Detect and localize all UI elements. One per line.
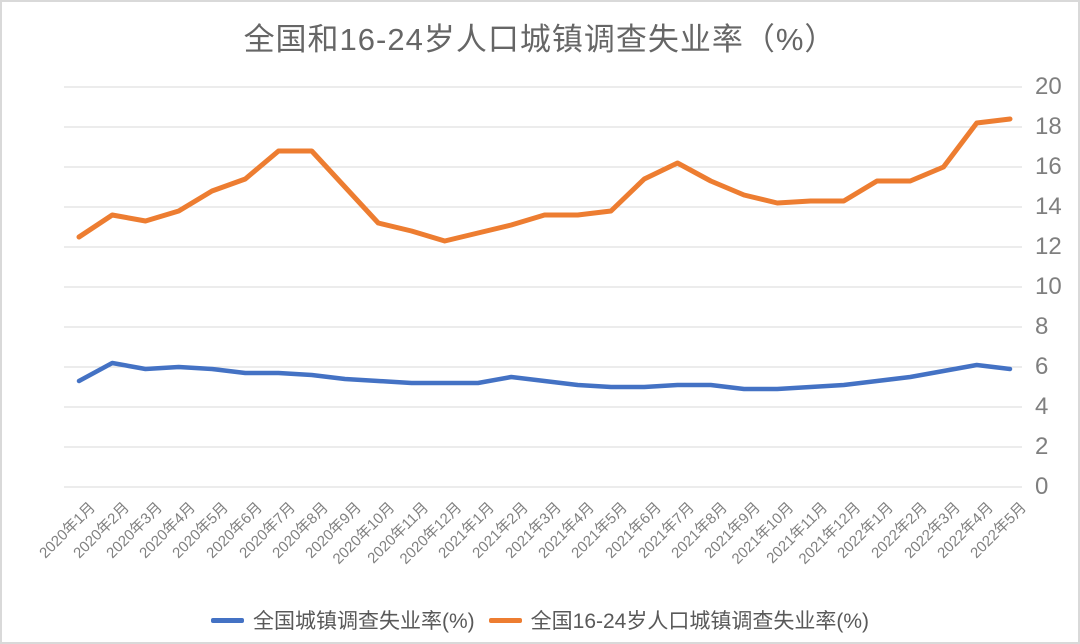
y-tick-label: 8 (1035, 313, 1049, 340)
y-tick-label: 14 (1035, 193, 1062, 220)
y-tick-label: 16 (1035, 153, 1062, 180)
y-tick-label: 6 (1035, 353, 1049, 380)
y-tick-label: 12 (1035, 233, 1062, 260)
legend: 全国城镇调查失业率(%) 全国16-24岁人口城镇调查失业率(%) (2, 600, 1078, 640)
legend-swatch-national-line (210, 617, 244, 623)
y-tick-label: 20 (1035, 73, 1062, 100)
chart-title: 全国和16-24岁人口城镇调查失业率（%） (243, 22, 837, 57)
legend-label-youth: 全国16-24岁人口城镇调查失业率(%) (530, 610, 870, 633)
y-tick-label: 18 (1035, 113, 1062, 140)
legend-item-youth: 全国16-24岁人口城镇调查失业率(%) (488, 605, 870, 635)
y-tick-label: 0 (1035, 473, 1049, 500)
y-tick-label: 10 (1035, 273, 1062, 300)
series-line-national (76, 360, 1013, 392)
y-tick-label: 2 (1035, 433, 1049, 460)
legend-swatch-youth-line (488, 617, 522, 623)
y-tick-label: 4 (1035, 393, 1049, 420)
legend-item-national: 全国城镇调查失业率(%) (210, 605, 475, 635)
legend-label-national: 全国城镇调查失业率(%) (252, 610, 475, 633)
series-line-youth (76, 116, 1013, 244)
